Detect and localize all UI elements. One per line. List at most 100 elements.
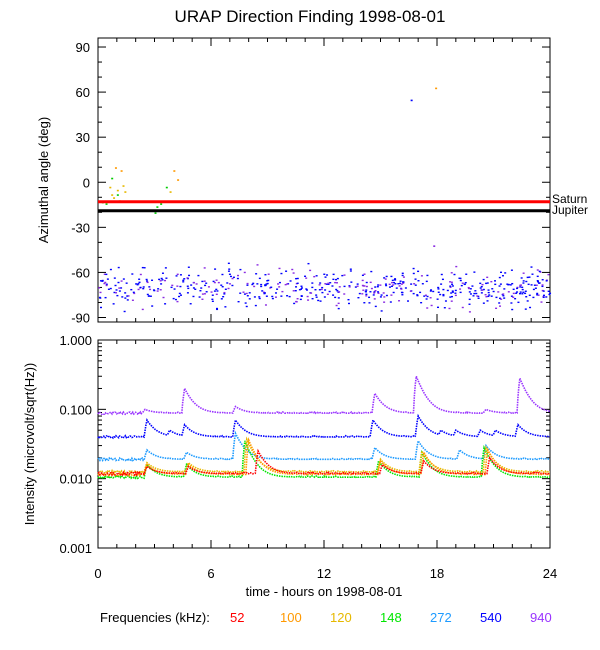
azimuth-point: [370, 287, 373, 290]
azimuth-point: [343, 274, 346, 276]
azimuth-point: [469, 288, 472, 290]
azimuth-point: [412, 272, 415, 275]
azimuth-point: [383, 277, 386, 279]
azimuth-point: [103, 282, 106, 285]
azimuth-point: [532, 288, 535, 291]
azimuth-point: [313, 275, 316, 278]
chart-title: URAP Direction Finding 1998-08-01: [175, 7, 446, 26]
azimuth-point: [389, 301, 392, 303]
azimuth-point: [280, 295, 283, 297]
azimuth-point: [384, 278, 387, 280]
azimuth-point: [365, 289, 368, 291]
azimuth-point: [363, 285, 366, 287]
azimuth-point: [296, 277, 299, 280]
azimuth-point: [454, 289, 457, 292]
azimuth-point: [172, 297, 175, 300]
azimuth-point: [253, 285, 256, 288]
azimuth-point: [252, 282, 255, 285]
azimuth-point: [394, 283, 397, 285]
azimuth-point: [379, 296, 382, 298]
azimuth-point: [224, 306, 227, 308]
azimuth-point: [104, 281, 107, 284]
azimuth-point: [237, 300, 240, 303]
azimuth-point: [337, 302, 340, 305]
azimuth-point: [373, 298, 376, 300]
azimuth-point: [328, 290, 331, 293]
azimuth-point: [157, 288, 160, 290]
azimuth-point: [482, 302, 485, 304]
azimuth-point: [509, 284, 512, 286]
azimuth-point: [213, 281, 216, 284]
azimuth-point: [537, 294, 540, 296]
intensity-y-tick-label: 0.010: [59, 472, 92, 487]
azimuth-point: [516, 287, 519, 290]
azimuth-point: [541, 284, 544, 286]
azimuth-point: [215, 293, 218, 296]
azimuth-point: [239, 292, 242, 294]
azimuth-point: [315, 296, 318, 298]
series-540-khz: [97, 413, 551, 440]
azimuth-point: [531, 273, 534, 275]
azimuth-point: [117, 266, 120, 269]
series-52-khz: [97, 448, 551, 477]
azimuth-point: [323, 296, 326, 298]
jupiter-label: Jupiter: [552, 203, 588, 217]
azimuth-point: [538, 282, 541, 284]
azimuth-point: [530, 266, 533, 268]
azimuth-y-tick-label: -90: [71, 310, 90, 325]
azimuth-point: [195, 283, 198, 285]
azimuth-point: [271, 295, 274, 298]
azimuth-point: [271, 297, 274, 300]
azimuth-point: [512, 288, 515, 291]
azimuth-point: [324, 289, 327, 291]
azimuth-point: [113, 291, 116, 294]
azimuth-point: [454, 292, 457, 294]
azimuth-point: [337, 297, 340, 299]
intensity-panel: 1.000 0.100 0.010 0.001 0 6 12 18 24 Intensity …: [22, 333, 557, 599]
azimuth-point: [239, 268, 242, 271]
x-tick-label: 0: [94, 566, 101, 581]
azimuth-point: [201, 293, 204, 295]
azimuth-point: [401, 274, 404, 277]
azimuth-point: [160, 283, 163, 285]
azimuth-point: [461, 306, 464, 309]
azimuth-point: [417, 270, 420, 273]
azimuth-point: [502, 293, 505, 295]
azimuth-point: [137, 283, 140, 285]
azimuth-point: [201, 280, 204, 283]
azimuth-point: [368, 296, 371, 299]
intensity-y-tick-label: 1.000: [59, 333, 92, 348]
azimuth-point: [266, 282, 269, 285]
azimuth-point: [416, 294, 419, 297]
azimuth-point: [542, 290, 545, 292]
azimuth-point: [454, 294, 457, 297]
azimuth-point: [361, 279, 364, 282]
azimuth-point: [215, 288, 218, 291]
azimuth-point: [210, 291, 213, 293]
azimuth-point: [519, 286, 522, 288]
azimuth-point: [183, 278, 186, 280]
azimuth-point: [101, 279, 104, 282]
azimuth-point: [236, 277, 239, 280]
azimuth-point: [423, 295, 426, 297]
azimuth-point: [377, 284, 380, 286]
azimuth-point: [187, 287, 190, 290]
azimuth-point: [479, 287, 482, 289]
azimuth-point: [165, 277, 168, 279]
azimuth-point: [401, 294, 404, 296]
azimuth-point: [274, 292, 277, 294]
azimuth-point: [115, 292, 118, 294]
azimuth-y-tick-label: -60: [71, 265, 90, 280]
azimuth-point: [377, 292, 380, 294]
azimuth-point: [161, 279, 164, 281]
azimuth-point: [492, 290, 495, 293]
azimuth-point: [142, 287, 145, 290]
azimuth-point: [369, 281, 372, 284]
azimuth-point: [424, 294, 427, 296]
azimuth-point: [430, 289, 433, 291]
azimuth-point: [402, 281, 405, 283]
azimuth-point: [122, 278, 125, 280]
azimuth-point: [451, 291, 454, 293]
azimuth-point: [258, 296, 261, 298]
azimuth-point: [231, 284, 234, 287]
